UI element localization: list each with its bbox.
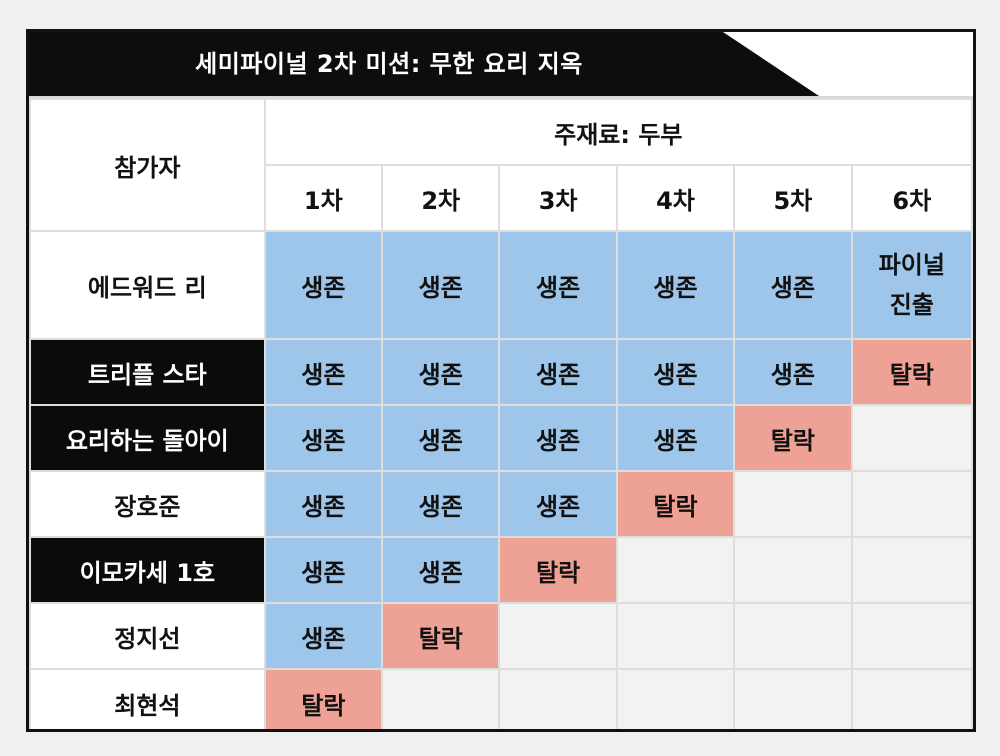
status-survive: 생존 (263, 470, 384, 538)
empty-cell (733, 536, 853, 604)
empty-cell (850, 536, 973, 604)
status-eliminated: 탈락 (850, 338, 973, 406)
status-survive: 생존 (733, 338, 853, 406)
empty-cell (850, 668, 973, 729)
empty-cell (850, 404, 973, 472)
round-header: 2차 (381, 164, 501, 232)
title-band: 세미파이널 2차 미션: 무한 요리 지옥 (29, 32, 973, 98)
table-row: 에드워드 리 생존 생존 생존 생존 생존 파이널 진출 (29, 230, 973, 340)
status-eliminated: 탈락 (733, 404, 853, 472)
status-survive: 생존 (615, 404, 736, 472)
status-eliminated: 탈락 (615, 470, 736, 538)
empty-cell (381, 668, 501, 729)
status-survive: 생존 (263, 230, 384, 340)
status-survive: 생존 (498, 404, 618, 472)
participant-name: 이모카세 1호 (29, 536, 266, 604)
empty-cell (850, 470, 973, 538)
empty-cell (615, 668, 736, 729)
participant-name: 최현석 (29, 668, 266, 729)
table-row: 최현석 탈락 (29, 668, 973, 729)
status-survive: 생존 (498, 470, 618, 538)
status-eliminated: 탈락 (381, 602, 501, 670)
empty-cell (498, 668, 618, 729)
status-survive: 생존 (381, 470, 501, 538)
table-row: 정지선 생존 탈락 (29, 602, 973, 670)
participant-name: 트리플 스타 (29, 338, 266, 406)
participant-name: 에드워드 리 (29, 230, 266, 340)
status-survive: 생존 (615, 338, 736, 406)
status-survive: 생존 (263, 536, 384, 604)
round-header: 1차 (263, 164, 384, 232)
table-row: 이모카세 1호 생존 생존 탈락 (29, 536, 973, 604)
round-header: 4차 (615, 164, 736, 232)
status-survive: 생존 (733, 230, 853, 340)
participant-header: 참가자 (29, 98, 266, 232)
table-row: 트리플 스타 생존 생존 생존 생존 생존 탈락 (29, 338, 973, 406)
round-header: 6차 (850, 164, 973, 232)
status-eliminated: 탈락 (498, 536, 618, 604)
empty-cell (498, 602, 618, 670)
round-header: 3차 (498, 164, 618, 232)
empty-cell (850, 602, 973, 670)
status-eliminated: 탈락 (263, 668, 384, 729)
title-tab (29, 32, 819, 96)
table-row: 요리하는 돌아이 생존 생존 생존 생존 탈락 (29, 404, 973, 472)
participant-name: 요리하는 돌아이 (29, 404, 266, 472)
status-survive: 생존 (263, 404, 384, 472)
status-survive: 생존 (381, 404, 501, 472)
status-survive: 생존 (615, 230, 736, 340)
round-header: 5차 (733, 164, 853, 232)
status-survive: 생존 (498, 338, 618, 406)
ingredient-header: 주재료: 두부 (263, 98, 973, 166)
table-title: 세미파이널 2차 미션: 무한 요리 지옥 (195, 50, 583, 78)
status-survive: 생존 (498, 230, 618, 340)
status-final: 파이널 진출 (850, 230, 973, 340)
status-survive: 생존 (263, 602, 384, 670)
status-survive: 생존 (381, 536, 501, 604)
results-table: 참가자 주재료: 두부 1차 2차 3차 4차 5차 6차 에드워드 리 생존 생존… (29, 98, 973, 729)
empty-cell (733, 602, 853, 670)
empty-cell (733, 470, 853, 538)
participant-name: 장호준 (29, 470, 266, 538)
empty-cell (733, 668, 853, 729)
empty-cell (615, 602, 736, 670)
participant-name: 정지선 (29, 602, 266, 670)
status-survive: 생존 (263, 338, 384, 406)
results-table-frame: 세미파이널 2차 미션: 무한 요리 지옥 참가자 주재료: 두부 1차 2차 … (26, 29, 976, 732)
table-row: 장호준 생존 생존 생존 탈락 (29, 470, 973, 538)
status-survive: 생존 (381, 230, 501, 340)
status-survive: 생존 (381, 338, 501, 406)
empty-cell (615, 536, 736, 604)
results-body: 에드워드 리 생존 생존 생존 생존 생존 파이널 진출 트리플 스타 생존 생존 생존 생존 생존 탈락 요… (29, 230, 973, 729)
